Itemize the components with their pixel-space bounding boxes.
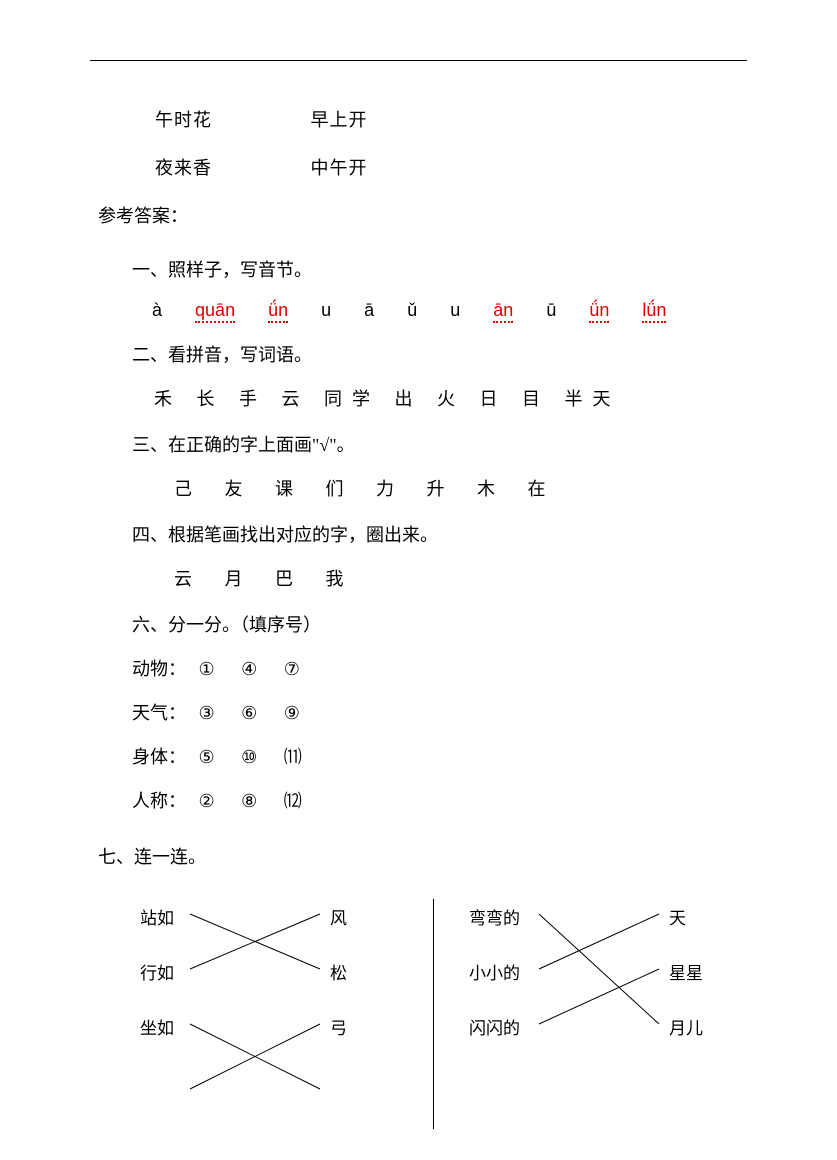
section-6-title: 六、分一分。（填序号） [132, 611, 747, 637]
header-rule [90, 60, 747, 61]
section-2-chars: 禾 长 手 云 同学 出 火 日 目 半天 [154, 385, 747, 411]
category-2-label: 身体： [132, 743, 194, 769]
section-4-chars: 云 月 巴 我 [174, 565, 747, 591]
line-r-0 [539, 914, 659, 1024]
connect-left-block: 站如 行如 坐如 风 松 弓 [120, 899, 418, 1109]
cl-l-1: 行如 [140, 959, 174, 984]
section-1: 一、照样子，写音节。 à quān ǘn u ā ǔ u ān ū ǘn lǘn [132, 256, 747, 321]
section-4: 四、根据笔画找出对应的字，圈出来。 云 月 巴 我 [132, 521, 747, 591]
cr-l-0: 弯弯的 [469, 904, 520, 929]
cl-r-1: 松 [330, 959, 347, 984]
pinyin-5: ǔ [407, 300, 417, 320]
cat-3-0: ② [199, 791, 215, 811]
cat-1-0: ③ [199, 703, 215, 723]
cat-2-0: ⑤ [199, 747, 215, 767]
connect-right-block: 弯弯的 小小的 闪闪的 天 星星 月儿 [449, 899, 747, 1109]
intro-row-2: 夜来香 中午开 [155, 154, 747, 180]
pinyin-1: quān [195, 300, 235, 323]
intro-left-2: 夜来香 [155, 154, 305, 180]
line-r-1 [539, 914, 659, 969]
pinyin-2: ǘn [268, 300, 288, 323]
line-l-3 [190, 1024, 320, 1089]
cat-3-2: ⑿ [284, 791, 302, 811]
cr-r-0: 天 [669, 904, 686, 929]
cat-0-1: ④ [241, 659, 257, 679]
section-3-chars: 己 友 课 们 力 升 木 在 [174, 475, 747, 501]
cr-l-2: 闪闪的 [469, 1014, 520, 1039]
line-l-2 [190, 1024, 320, 1089]
intro-row-1: 午时花 早上开 [155, 106, 747, 132]
cat-1-1: ⑥ [241, 703, 257, 723]
connect-lines-right [449, 899, 747, 1109]
section-3-title: 三、在正确的字上面画"√"。 [132, 431, 747, 457]
cl-r-0: 风 [330, 904, 347, 929]
category-2: 身体： ⑤ ⑩ ⑾ [132, 743, 747, 769]
pinyin-7: ān [493, 300, 513, 323]
intro-right-1: 早上开 [311, 110, 368, 130]
pinyin-6: u [450, 300, 460, 320]
pinyin-0: à [152, 300, 162, 320]
connect-container: 站如 行如 坐如 风 松 弓 弯弯的 小小的 闪闪的 天 星星 月儿 [120, 899, 747, 1129]
cl-l-2: 坐如 [140, 1014, 174, 1039]
section-6: 六、分一分。（填序号） 动物： ① ④ ⑦ 天气： ③ ⑥ ⑨ 身体： ⑤ ⑩ … [132, 611, 747, 813]
category-0-label: 动物： [132, 655, 194, 681]
section-2: 二、看拼音，写词语。 禾 长 手 云 同学 出 火 日 目 半天 [132, 341, 747, 411]
connect-divider [433, 899, 434, 1129]
pinyin-10: lǘn [642, 300, 666, 323]
section-4-title: 四、根据笔画找出对应的字，圈出来。 [132, 521, 747, 547]
cr-l-1: 小小的 [469, 959, 520, 984]
category-3-label: 人称： [132, 787, 194, 813]
cl-l-0: 站如 [140, 904, 174, 929]
category-0: 动物： ① ④ ⑦ [132, 655, 747, 681]
pinyin-3: u [321, 300, 331, 320]
section-7-title: 七、连一连。 [98, 843, 747, 869]
category-1: 天气： ③ ⑥ ⑨ [132, 699, 747, 725]
pinyin-4: ā [364, 300, 374, 320]
cat-0-2: ⑦ [284, 659, 300, 679]
pinyin-8: ū [546, 300, 556, 320]
cr-r-1: 星星 [669, 959, 703, 984]
intro-left-1: 午时花 [155, 106, 305, 132]
cat-2-2: ⑾ [284, 747, 302, 767]
line-r-2 [539, 969, 659, 1024]
section-2-title: 二、看拼音，写词语。 [132, 341, 747, 367]
line-l-0 [190, 914, 320, 969]
section-1-title: 一、照样子，写音节。 [132, 256, 747, 282]
line-l-1 [190, 914, 320, 969]
cl-r-2: 弓 [330, 1014, 347, 1039]
category-1-label: 天气： [132, 699, 194, 725]
cat-1-2: ⑨ [284, 703, 300, 723]
answer-title: 参考答案： [98, 202, 747, 228]
cat-2-1: ⑩ [241, 747, 257, 767]
cat-3-1: ⑧ [241, 791, 257, 811]
cat-0-0: ① [199, 659, 215, 679]
pinyin-row: à quān ǘn u ā ǔ u ān ū ǘn lǘn [152, 300, 747, 321]
cr-r-2: 月儿 [669, 1014, 703, 1039]
category-3: 人称： ② ⑧ ⑿ [132, 787, 747, 813]
intro-right-2: 中午开 [311, 158, 368, 178]
connect-lines-left [120, 899, 418, 1109]
pinyin-9: ǘn [589, 300, 609, 323]
intro-block: 午时花 早上开 夜来香 中午开 [155, 106, 747, 180]
section-3: 三、在正确的字上面画"√"。 己 友 课 们 力 升 木 在 [132, 431, 747, 501]
